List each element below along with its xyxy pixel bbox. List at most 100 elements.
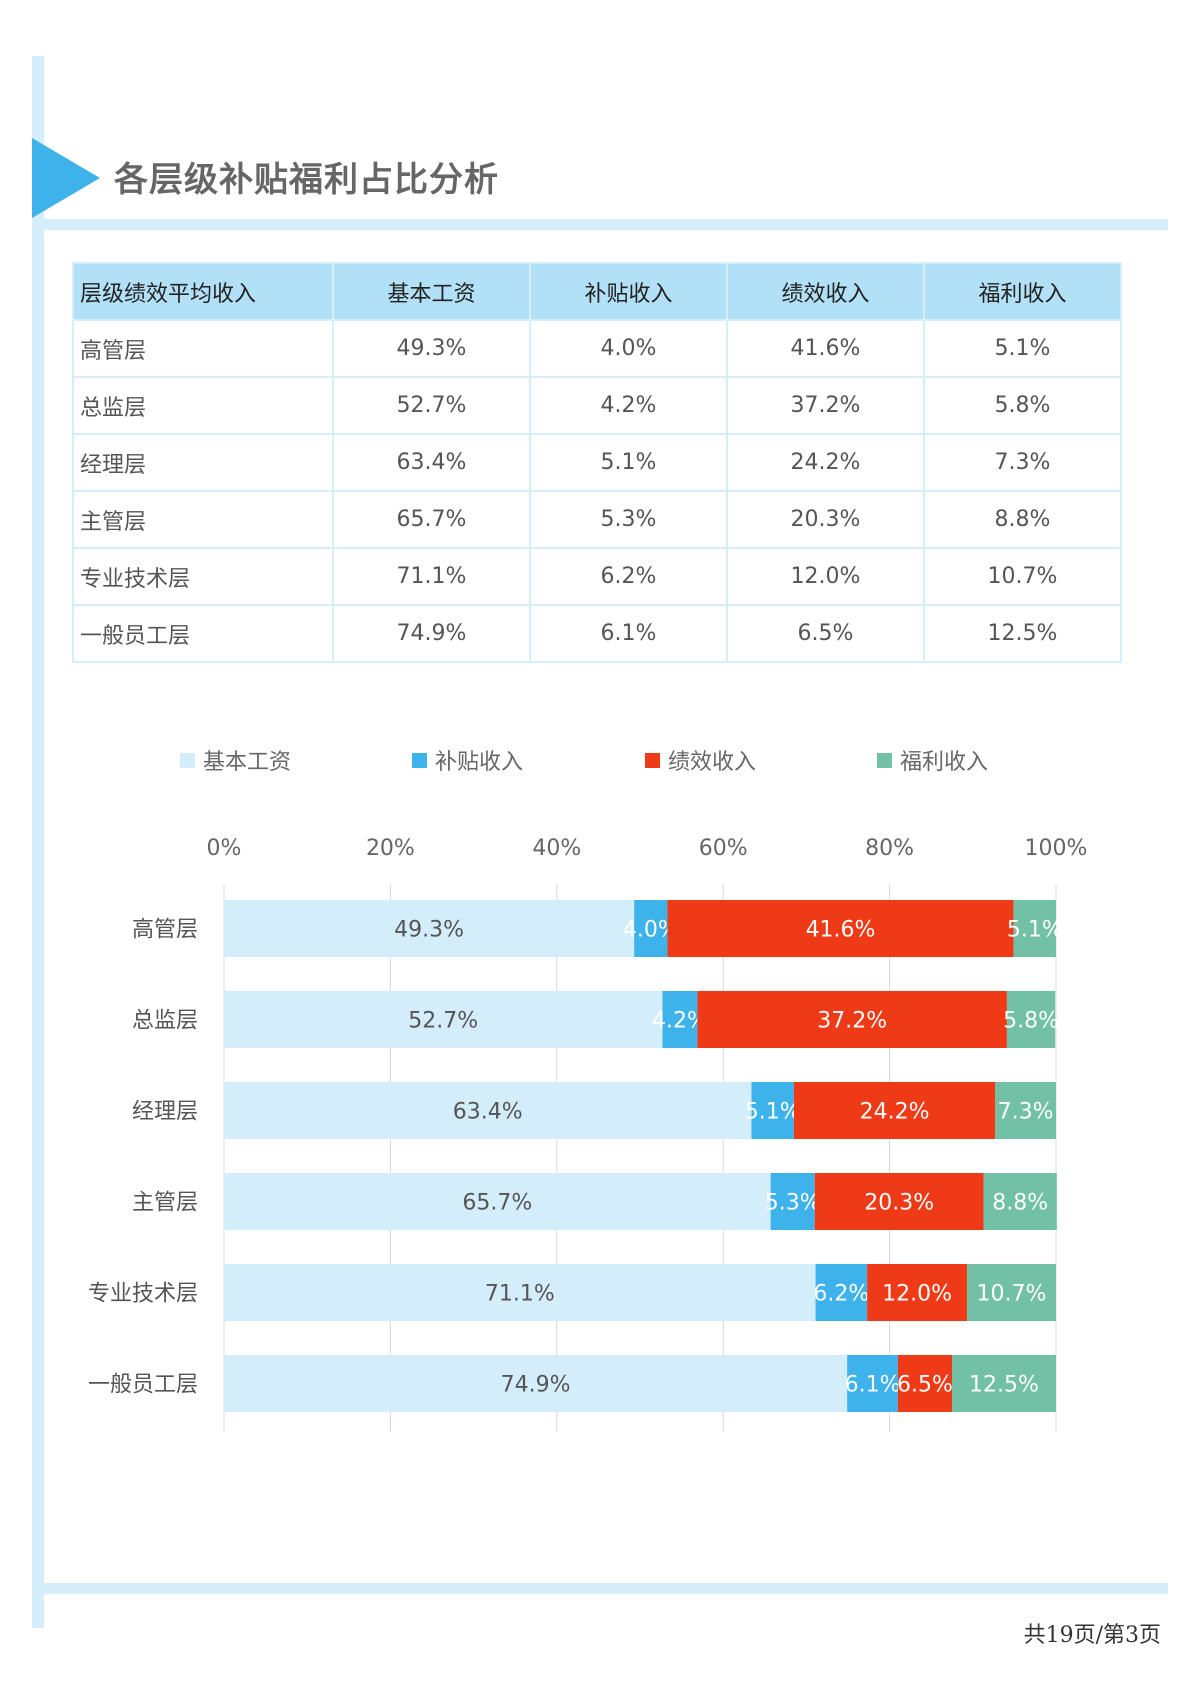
data-label: 5.3% bbox=[765, 1191, 821, 1216]
bar-segment bbox=[966, 1264, 1056, 1321]
table-cell: 63.4% bbox=[332, 433, 531, 492]
data-label: 41.6% bbox=[806, 918, 876, 943]
table-cell: 6.2% bbox=[529, 547, 728, 606]
data-label: 71.1% bbox=[485, 1282, 555, 1307]
table-cell: 6.5% bbox=[726, 604, 925, 663]
x-tick-label: 60% bbox=[699, 836, 748, 861]
page-title: 各层级补贴福利占比分析 bbox=[114, 160, 499, 200]
bar-segment bbox=[847, 1355, 898, 1412]
legend-item: 基本工资 bbox=[180, 744, 291, 776]
bar-segment bbox=[897, 1355, 952, 1412]
legend-swatch bbox=[412, 752, 427, 768]
table-cell: 12.5% bbox=[923, 604, 1122, 663]
bar-segment bbox=[815, 1264, 868, 1321]
x-tick-label: 20% bbox=[366, 836, 415, 861]
page-number: 共19页/第3页 bbox=[1023, 1623, 1161, 1648]
data-label: 52.7% bbox=[408, 1009, 478, 1034]
data-label: 7.3% bbox=[998, 1100, 1054, 1125]
data-label: 12.0% bbox=[882, 1282, 952, 1307]
bar-segment bbox=[751, 1082, 794, 1139]
table-cell: 37.2% bbox=[726, 376, 925, 435]
bar-segment bbox=[952, 1355, 1056, 1412]
x-tick-label: 80% bbox=[865, 836, 914, 861]
table-cell: 65.7% bbox=[332, 490, 531, 549]
title-underline bbox=[32, 219, 1168, 230]
table-cell: 总监层 bbox=[72, 376, 334, 435]
table-cell: 一般员工层 bbox=[72, 604, 334, 663]
table-cell: 12.0% bbox=[726, 547, 925, 606]
data-label: 63.4% bbox=[453, 1100, 523, 1125]
category-label: 主管层 bbox=[132, 1191, 198, 1216]
bar-segment bbox=[995, 1082, 1056, 1139]
data-label: 5.8% bbox=[1003, 1009, 1059, 1034]
bar-segment bbox=[224, 991, 663, 1048]
bar-segment bbox=[1006, 991, 1056, 1048]
category-label: 一般员工层 bbox=[88, 1373, 198, 1398]
table-cell: 6.1% bbox=[529, 604, 728, 663]
legend-swatch bbox=[180, 752, 195, 768]
table-header-cell: 福利收入 bbox=[923, 262, 1122, 321]
x-tick-label: 100% bbox=[1025, 836, 1088, 861]
left-decor-bar bbox=[32, 56, 44, 1628]
bar-segment bbox=[224, 1173, 771, 1230]
legend-label: 基本工资 bbox=[203, 750, 292, 775]
data-label: 6.1% bbox=[845, 1373, 901, 1398]
bar-segment bbox=[867, 1264, 967, 1321]
legend-label: 补贴收入 bbox=[435, 750, 524, 775]
bar-segment bbox=[1013, 900, 1056, 957]
data-label: 49.3% bbox=[394, 918, 464, 943]
chart-legend: 基本工资 补贴收入 绩效收入 福利收入 bbox=[0, 744, 1191, 776]
table-cell: 49.3% bbox=[332, 319, 531, 378]
legend-swatch bbox=[877, 752, 892, 768]
income-ratio-table: 层级绩效平均收入 基本工资 补贴收入 绩效收入 福利收入 高管层 49.3% 4… bbox=[72, 262, 1122, 663]
table-cell: 5.8% bbox=[923, 376, 1122, 435]
table-row: 经理层 63.4% 5.1% 24.2% 7.3% bbox=[72, 433, 1122, 492]
data-label: 12.5% bbox=[969, 1373, 1039, 1398]
legend-item: 绩效收入 bbox=[645, 744, 756, 776]
table-row: 一般员工层 74.9% 6.1% 6.5% 12.5% bbox=[72, 604, 1122, 663]
bar-segment bbox=[224, 900, 635, 957]
table-cell: 74.9% bbox=[332, 604, 531, 663]
data-label: 24.2% bbox=[860, 1100, 930, 1125]
bar-segment bbox=[662, 991, 698, 1048]
bar-segment bbox=[793, 1082, 996, 1139]
legend-label: 绩效收入 bbox=[668, 750, 757, 775]
legend-label: 福利收入 bbox=[900, 750, 989, 775]
table-row: 专业技术层 71.1% 6.2% 12.0% 10.7% bbox=[72, 547, 1122, 606]
bar-segment bbox=[224, 1355, 848, 1412]
bar-segment bbox=[983, 1173, 1057, 1230]
table-row: 主管层 65.7% 5.3% 20.3% 8.8% bbox=[72, 490, 1122, 549]
category-label: 总监层 bbox=[132, 1009, 198, 1034]
bar-segment bbox=[697, 991, 1007, 1048]
data-label: 74.9% bbox=[501, 1373, 571, 1398]
bar-segment bbox=[667, 900, 1014, 957]
data-label: 8.8% bbox=[992, 1191, 1048, 1216]
table-row: 高管层 49.3% 4.0% 41.6% 5.1% bbox=[72, 319, 1122, 378]
bar-segment bbox=[634, 900, 668, 957]
table-header-cell: 基本工资 bbox=[332, 262, 531, 321]
table-cell: 高管层 bbox=[72, 319, 334, 378]
table-header-cell: 补贴收入 bbox=[529, 262, 728, 321]
table-cell: 5.1% bbox=[529, 433, 728, 492]
table-cell: 7.3% bbox=[923, 433, 1122, 492]
table-cell: 8.8% bbox=[923, 490, 1122, 549]
bar-segment bbox=[770, 1173, 815, 1230]
table-cell: 24.2% bbox=[726, 433, 925, 492]
title-marker-icon bbox=[32, 138, 100, 218]
table-header-row: 层级绩效平均收入 基本工资 补贴收入 绩效收入 福利收入 bbox=[72, 262, 1122, 321]
table-row: 总监层 52.7% 4.2% 37.2% 5.8% bbox=[72, 376, 1122, 435]
category-label: 经理层 bbox=[132, 1100, 198, 1125]
table-cell: 71.1% bbox=[332, 547, 531, 606]
bar-segment bbox=[224, 1082, 752, 1139]
data-label: 20.3% bbox=[864, 1191, 934, 1216]
legend-swatch bbox=[645, 752, 660, 768]
table-cell: 专业技术层 bbox=[72, 547, 334, 606]
table-cell: 4.2% bbox=[529, 376, 728, 435]
data-label: 6.5% bbox=[897, 1373, 953, 1398]
table-header-cell: 层级绩效平均收入 bbox=[72, 262, 334, 321]
legend-item: 补贴收入 bbox=[412, 744, 523, 776]
bar-segment bbox=[814, 1173, 984, 1230]
table-cell: 41.6% bbox=[726, 319, 925, 378]
table-cell: 20.3% bbox=[726, 490, 925, 549]
